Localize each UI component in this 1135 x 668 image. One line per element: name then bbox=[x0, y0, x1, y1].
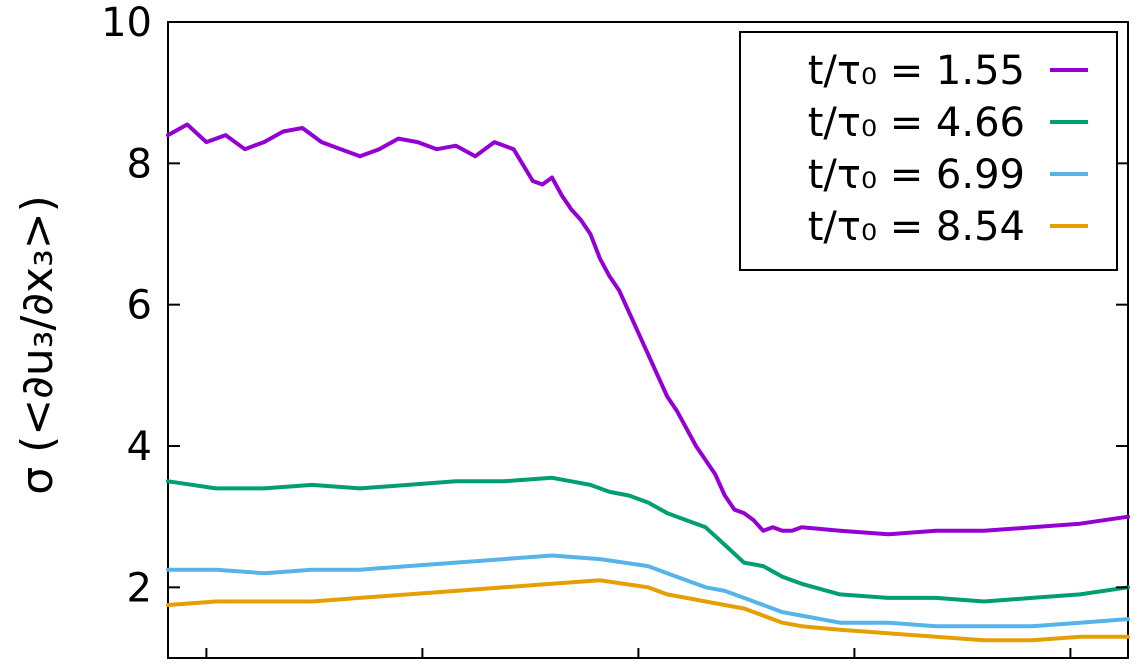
y-tick-label: 4 bbox=[127, 424, 152, 470]
series-line-2 bbox=[166, 475, 1130, 604]
legend-label-4: t/τ₀ = 8.54 bbox=[808, 204, 1025, 250]
y-tick-label: 8 bbox=[127, 141, 152, 187]
y-tick-label: 2 bbox=[127, 565, 152, 611]
y-axis-ticks: 2 4 6 8 10 bbox=[101, 0, 1128, 611]
y-axis-label: σ (<∂u₃/∂x₃>) bbox=[12, 195, 63, 494]
x-axis-ticks bbox=[205, 648, 1072, 658]
plot-frame bbox=[167, 21, 1129, 659]
plot-area-border bbox=[167, 21, 1129, 659]
legend-label-1: t/τ₀ = 1.55 bbox=[808, 48, 1025, 94]
legend: t/τ₀ = 1.55 t/τ₀ = 4.66 t/τ₀ = 6.99 t/τ₀ = … bbox=[739, 31, 1118, 271]
series-lines bbox=[166, 122, 1130, 643]
y-tick-label: 6 bbox=[127, 283, 152, 329]
series-line-1 bbox=[166, 122, 1130, 537]
legend-label-2: t/τ₀ = 4.66 bbox=[808, 100, 1025, 146]
series-line-3 bbox=[166, 553, 1130, 629]
legend-label-3: t/τ₀ = 6.99 bbox=[808, 152, 1025, 198]
series-line-4 bbox=[166, 578, 1130, 643]
y-tick-label: 10 bbox=[101, 0, 152, 46]
